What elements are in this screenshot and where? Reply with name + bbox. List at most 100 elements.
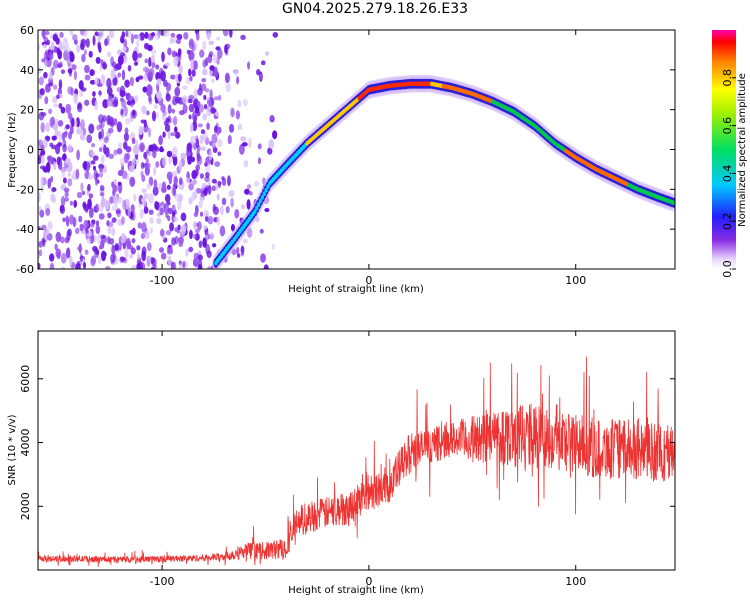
noise-speckle: [203, 209, 209, 218]
noise-speckle: [177, 224, 181, 230]
noise-speckle: [167, 207, 173, 215]
noise-speckle: [189, 50, 195, 62]
noise-speckle: [109, 221, 114, 228]
spectrogram-y-tick-label: 60: [20, 24, 34, 37]
noise-speckle: [185, 248, 189, 257]
noise-speckle: [98, 213, 105, 220]
noise-speckle: [153, 179, 158, 189]
noise-speckle: [197, 88, 203, 96]
noise-speckle: [51, 135, 57, 141]
noise-speckle: [38, 156, 42, 165]
noise-speckle: [106, 100, 112, 107]
noise-speckle: [100, 250, 107, 262]
noise-speckle: [265, 51, 270, 56]
spectrogram-marks: [38, 30, 675, 269]
noise-speckle: [60, 252, 67, 264]
noise-speckle: [139, 128, 143, 135]
noise-speckle: [234, 69, 238, 76]
noise-speckle: [40, 122, 45, 133]
noise-speckle: [178, 177, 183, 186]
noise-speckle: [160, 70, 166, 82]
spectrogram-x-tick-label: 100: [565, 274, 586, 287]
noise-speckle: [167, 47, 172, 56]
noise-speckle: [148, 209, 154, 215]
noise-speckle: [202, 237, 207, 248]
noise-speckle: [193, 220, 197, 230]
noise-speckle: [208, 70, 214, 76]
noise-speckle: [99, 170, 104, 179]
noise-speckle: [50, 193, 56, 202]
noise-speckle: [159, 247, 164, 253]
noise-speckle: [155, 64, 160, 70]
noise-speckle: [92, 35, 96, 46]
noise-speckle: [204, 176, 210, 183]
noise-speckle: [100, 234, 106, 239]
noise-speckle: [127, 208, 131, 218]
colorbar-ticks: 0.0 0.2 0.4 0.6 0.8: [721, 69, 736, 278]
noise-speckle: [116, 121, 123, 133]
noise-speckle: [182, 95, 189, 104]
noise-speckle: [131, 137, 136, 145]
noise-speckle: [110, 253, 116, 263]
noise-speckle: [141, 246, 147, 256]
spectrogram-x-axis-label: Height of straight line (km): [288, 284, 424, 295]
noise-speckle: [120, 37, 125, 44]
noise-speckle: [154, 32, 161, 41]
noise-speckle: [48, 71, 53, 81]
noise-speckle: [258, 73, 264, 80]
colorbar-tick-label: 0.2: [721, 212, 734, 230]
noise-speckle: [89, 69, 95, 76]
noise-speckle: [104, 199, 110, 211]
snr-marks: [38, 356, 675, 568]
noise-speckle: [84, 249, 89, 256]
noise-speckle: [89, 79, 96, 85]
noise-speckle: [133, 61, 139, 67]
noise-speckle: [97, 255, 102, 265]
noise-speckle: [201, 83, 207, 91]
noise-speckle: [211, 243, 217, 248]
noise-speckle: [178, 241, 183, 248]
noise-speckle: [147, 242, 152, 252]
noise-speckle: [100, 74, 106, 85]
noise-speckle: [190, 156, 196, 163]
noise-speckle: [44, 96, 49, 105]
noise-speckle: [109, 196, 113, 204]
noise-speckle: [116, 148, 123, 155]
noise-speckle: [60, 106, 66, 114]
noise-speckle: [76, 101, 83, 113]
noise-speckle: [248, 191, 253, 196]
noise-speckle: [84, 64, 90, 74]
noise-speckle: [132, 110, 136, 116]
noise-speckle: [169, 37, 174, 44]
noise-speckle: [65, 124, 70, 130]
noise-speckle: [207, 216, 214, 225]
noise-speckle: [170, 32, 176, 38]
noise-speckle: [182, 260, 186, 268]
noise-speckle: [68, 255, 73, 266]
noise-speckle: [187, 159, 192, 165]
noise-speckle: [38, 66, 42, 75]
noise-speckle: [271, 243, 276, 250]
noise-speckle: [177, 51, 182, 58]
noise-speckle: [213, 209, 218, 215]
snr-panel: 2000 4000 6000 -100 0 100 Height of straight…: [7, 330, 676, 596]
noise-speckle: [215, 112, 219, 117]
noise-speckle: [212, 53, 218, 64]
noise-speckle: [180, 153, 187, 160]
noise-speckle: [151, 257, 157, 267]
noise-speckle: [80, 182, 84, 193]
noise-speckle: [67, 172, 71, 177]
noise-speckle: [192, 179, 197, 185]
noise-speckle: [38, 249, 43, 257]
noise-speckle: [203, 225, 208, 230]
noise-speckle: [180, 224, 187, 235]
noise-speckle: [221, 177, 227, 187]
noise-speckle: [165, 117, 171, 123]
noise-speckle: [181, 85, 188, 90]
noise-speckle: [106, 51, 112, 58]
noise-speckle: [61, 153, 67, 162]
noise-speckle: [76, 149, 81, 161]
noise-speckle: [202, 68, 208, 76]
noise-speckle: [65, 103, 72, 114]
noise-speckle: [107, 212, 112, 219]
